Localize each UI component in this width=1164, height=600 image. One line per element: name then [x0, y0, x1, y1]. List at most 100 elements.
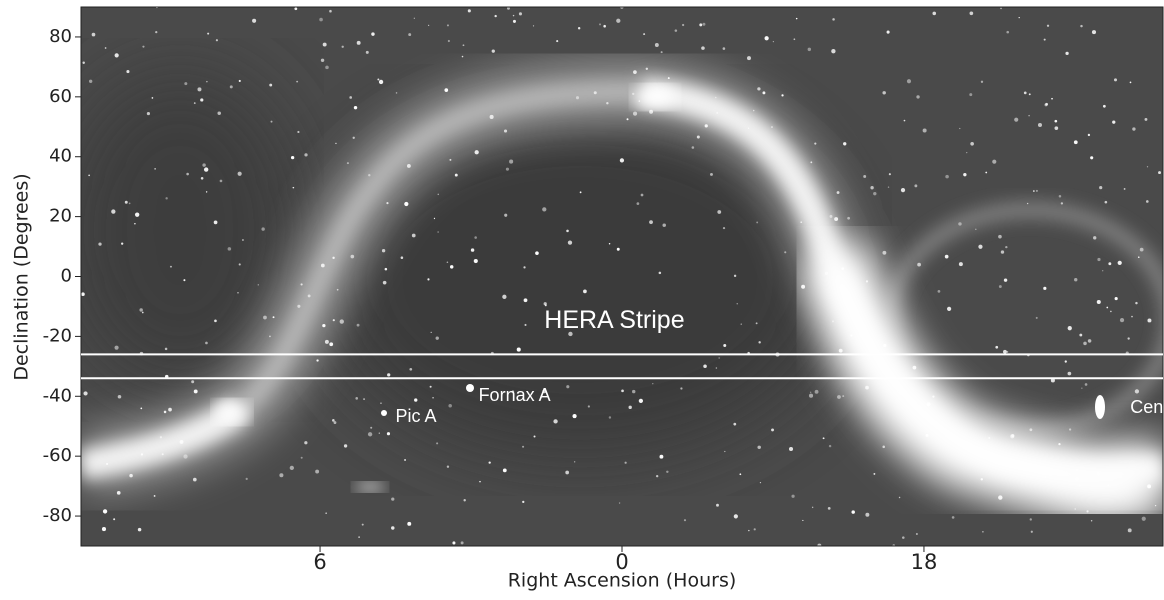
star — [237, 292, 239, 294]
star — [183, 279, 185, 281]
star — [368, 432, 372, 436]
star — [193, 478, 197, 482]
star — [438, 194, 439, 195]
star — [301, 457, 303, 459]
star — [184, 82, 187, 85]
star — [1011, 434, 1014, 437]
star — [1108, 262, 1111, 265]
star — [533, 25, 534, 26]
y-tick-label: 40 — [49, 146, 72, 167]
star — [655, 43, 659, 47]
star — [1043, 287, 1046, 290]
star — [333, 319, 335, 321]
star — [1097, 258, 1100, 261]
star — [771, 126, 773, 128]
star — [981, 81, 983, 83]
star — [882, 446, 885, 449]
star — [121, 243, 123, 245]
star — [837, 191, 840, 194]
star — [684, 519, 686, 521]
star — [1065, 360, 1067, 362]
star — [1045, 476, 1047, 478]
star — [1045, 103, 1048, 106]
star — [444, 88, 448, 92]
star — [308, 294, 311, 297]
star — [170, 266, 172, 268]
star — [830, 215, 833, 218]
star — [1115, 297, 1118, 300]
star — [357, 41, 361, 45]
star — [325, 340, 329, 344]
star — [279, 473, 283, 477]
star — [513, 15, 514, 16]
star — [1080, 25, 1082, 27]
star — [998, 235, 1002, 239]
star — [183, 454, 187, 458]
star — [834, 217, 838, 221]
star — [383, 281, 387, 285]
star — [866, 280, 868, 282]
star — [1030, 518, 1032, 520]
star — [1110, 311, 1112, 313]
star — [1102, 270, 1103, 271]
star — [216, 39, 218, 41]
star — [606, 102, 608, 104]
star — [1074, 140, 1078, 144]
star — [553, 419, 557, 423]
star — [1097, 472, 1101, 476]
star — [522, 446, 524, 448]
y-tick-label: 0 — [61, 266, 72, 287]
star — [301, 283, 303, 285]
star — [574, 461, 575, 462]
star — [154, 495, 156, 497]
star — [522, 501, 524, 503]
star — [332, 419, 335, 422]
star — [789, 447, 793, 451]
star — [152, 97, 154, 99]
star — [92, 33, 96, 37]
star — [297, 305, 300, 308]
star — [741, 324, 742, 325]
star — [202, 163, 205, 166]
star — [1155, 505, 1156, 506]
star — [649, 110, 653, 114]
star — [1128, 528, 1132, 532]
x-tick-label: 18 — [911, 550, 938, 574]
star — [945, 175, 949, 179]
star — [335, 143, 336, 144]
star — [154, 168, 156, 170]
star — [699, 23, 702, 26]
star — [1079, 484, 1081, 486]
star — [409, 368, 412, 371]
star — [329, 10, 332, 13]
star — [995, 346, 998, 349]
star — [524, 298, 528, 302]
star — [517, 348, 521, 352]
star — [1047, 25, 1049, 27]
star — [837, 395, 841, 399]
star — [115, 346, 119, 350]
star — [162, 453, 164, 455]
star — [566, 385, 569, 388]
star — [437, 231, 439, 233]
star — [89, 80, 92, 83]
star — [290, 466, 294, 470]
star — [194, 389, 198, 393]
bright-source — [633, 85, 677, 109]
star — [147, 112, 150, 115]
star — [82, 62, 84, 64]
star — [825, 272, 828, 275]
star — [814, 143, 816, 145]
star — [1055, 126, 1059, 130]
star — [431, 332, 432, 333]
star — [697, 136, 700, 139]
star — [724, 451, 725, 452]
pic-a-source — [381, 410, 387, 416]
star — [1029, 428, 1032, 431]
star — [504, 129, 507, 132]
star — [1086, 510, 1088, 512]
star — [723, 344, 726, 347]
star — [753, 110, 755, 112]
star — [1107, 484, 1109, 486]
star — [1003, 350, 1007, 354]
